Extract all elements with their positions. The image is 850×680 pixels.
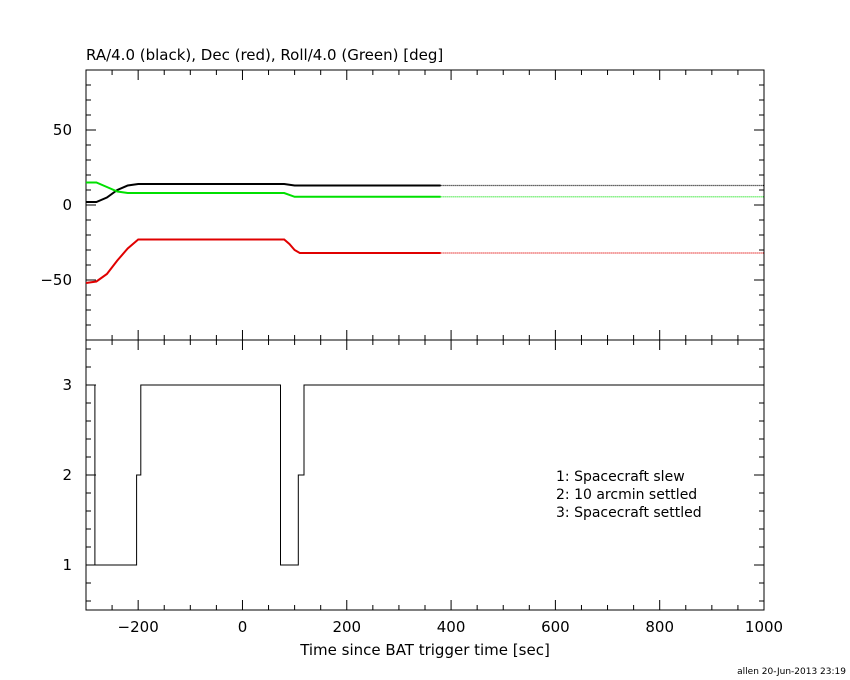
top-y-tick-label: −50 <box>40 271 72 289</box>
series-line-0-solid <box>86 183 441 203</box>
top-panel-series <box>85 181 764 284</box>
top-panel: 50 0 −50 <box>40 69 765 341</box>
bottom-x-tick-label: 200 <box>332 618 361 636</box>
top-panel-frame <box>85 69 765 341</box>
top-panel-title: RA/4.0 (black), Dec (red), Roll/4.0 (Gre… <box>86 46 443 64</box>
legend-entry: 1: Spacecraft slew <box>556 469 685 485</box>
bottom-panel-series <box>86 384 764 566</box>
series-line-1-solid <box>86 181 441 198</box>
legend-entry: 2: 10 arcmin settled <box>556 487 697 503</box>
bottom-y-tick-label: 3 <box>62 376 72 394</box>
bottom-panel-legend: 1: Spacecraft slew 2: 10 arcmin settled 3:… <box>556 469 702 521</box>
top-y-tick-label: 0 <box>62 196 72 214</box>
bottom-panel: 3 2 1 −200 0 200 400 600 800 1000 1: Spacecraft s… <box>62 339 783 636</box>
bottom-panel-ticks: 3 2 1 −200 0 200 400 600 800 1000 <box>62 340 783 636</box>
x-axis-label: Time since BAT trigger time [sec] <box>299 641 550 659</box>
bottom-x-tick-label: 400 <box>437 618 466 636</box>
bottom-y-tick-label: 1 <box>62 556 72 574</box>
legend-entry: 3: Spacecraft settled <box>556 505 702 521</box>
series-line-2-solid <box>85 238 441 284</box>
bottom-x-tick-label: 600 <box>541 618 570 636</box>
bottom-x-tick-label: 1000 <box>745 618 783 636</box>
settle-status-line <box>86 384 764 566</box>
bottom-x-tick-label: 0 <box>238 618 248 636</box>
top-y-tick-label: 50 <box>53 121 72 139</box>
bottom-x-tick-label: 800 <box>645 618 674 636</box>
footer-timestamp: allen 20-Jun-2013 23:19 <box>737 667 846 677</box>
bottom-y-tick-label: 2 <box>62 466 72 484</box>
bottom-x-tick-label: −200 <box>118 618 159 636</box>
top-panel-ticks: 50 0 −50 <box>40 70 765 340</box>
